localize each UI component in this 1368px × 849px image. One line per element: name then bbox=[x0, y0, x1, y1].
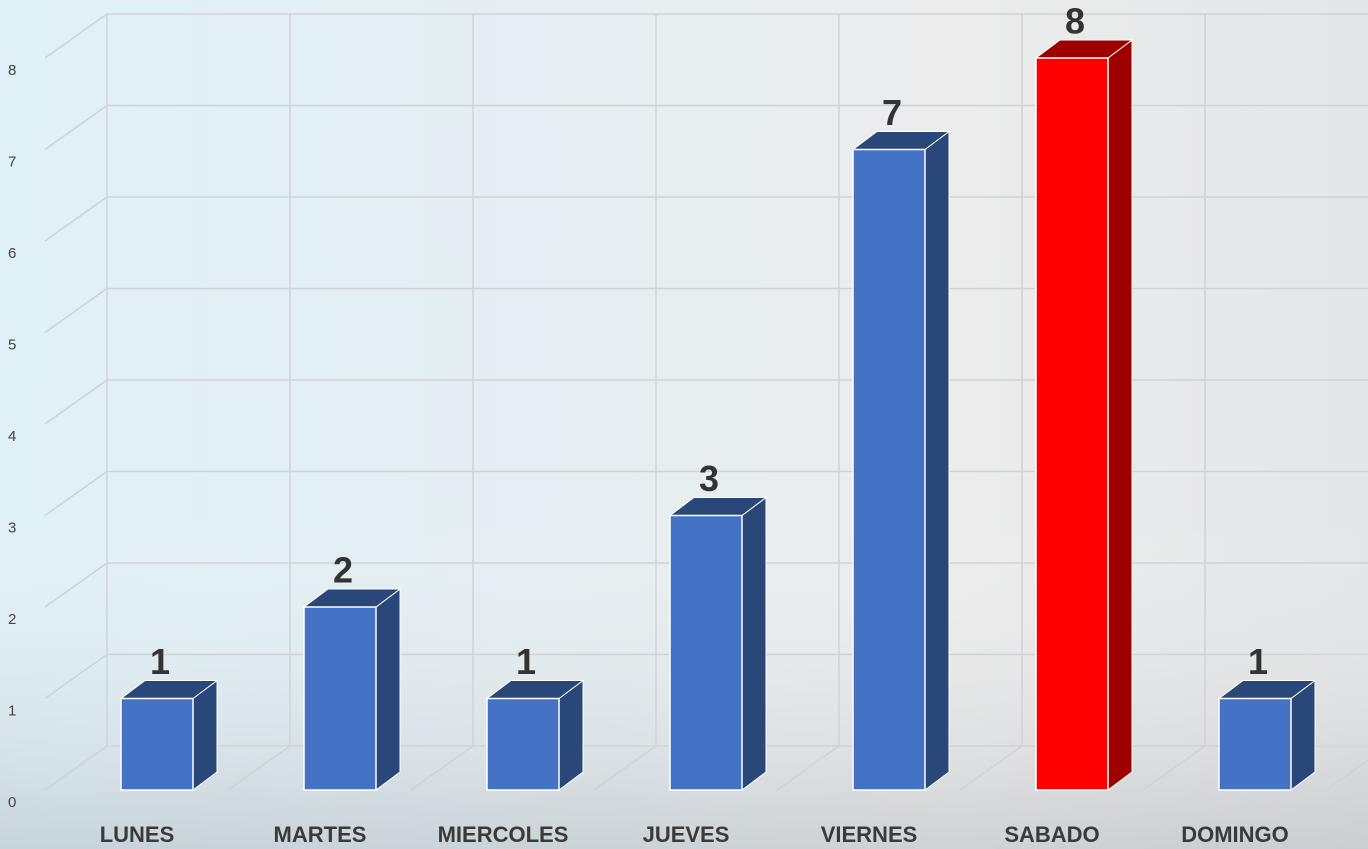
x-tick-label: JUEVES bbox=[643, 822, 730, 847]
bar-side bbox=[741, 496, 767, 791]
bar-side bbox=[558, 679, 584, 791]
y-tick-label: 1 bbox=[8, 702, 16, 719]
y-tick-label: 7 bbox=[8, 153, 16, 170]
bar-side bbox=[375, 588, 401, 791]
bar bbox=[120, 697, 194, 791]
grid-line-side bbox=[44, 379, 108, 425]
bar bbox=[1218, 697, 1292, 791]
y-tick-label: 3 bbox=[8, 519, 16, 536]
floor-line bbox=[1325, 759, 1368, 791]
x-tick-label: SABADO bbox=[1004, 822, 1099, 847]
bar-side bbox=[924, 130, 950, 791]
grid-line-side bbox=[44, 745, 108, 791]
x-tick-label: DOMINGO bbox=[1181, 822, 1289, 847]
floor-line bbox=[410, 745, 474, 791]
y-tick-label: 8 bbox=[8, 62, 16, 79]
grid-line-side bbox=[44, 196, 108, 242]
bar-side bbox=[192, 679, 218, 791]
bar bbox=[852, 148, 926, 791]
data-label: 1 bbox=[516, 641, 536, 682]
plot: LUNES 1 MARTES 2 MIERCOLES 1 JUEVES 3 VIERNES 7 SA… bbox=[100, 1, 1317, 847]
y-tick-label: 2 bbox=[8, 611, 16, 628]
bar bbox=[486, 697, 560, 791]
grid-line-side bbox=[44, 653, 108, 700]
grid-line-side bbox=[44, 287, 108, 334]
y-tick-label: 6 bbox=[8, 245, 16, 262]
floor-line bbox=[593, 745, 657, 791]
data-label: 1 bbox=[150, 641, 170, 682]
grid-line-side bbox=[44, 104, 108, 151]
data-label: 1 bbox=[1248, 641, 1268, 682]
bar bbox=[1035, 57, 1109, 791]
x-tick-label: MIERCOLES bbox=[438, 822, 569, 847]
x-tick-label: VIERNES bbox=[821, 822, 918, 847]
y-tick-label: 5 bbox=[8, 336, 16, 353]
floor-line bbox=[227, 745, 291, 791]
y-tick-label: 4 bbox=[8, 428, 16, 445]
bar bbox=[303, 606, 377, 791]
y-tick-label: 0 bbox=[8, 794, 16, 811]
floor-line bbox=[959, 745, 1023, 791]
bar-side bbox=[1290, 679, 1316, 791]
x-tick-label: MARTES bbox=[274, 822, 367, 847]
bar-side bbox=[1107, 39, 1133, 791]
data-label: 7 bbox=[882, 92, 902, 133]
bar bbox=[669, 514, 743, 791]
grid-line-side bbox=[44, 562, 108, 608]
floor-line bbox=[776, 745, 840, 791]
floor-line bbox=[1142, 745, 1206, 791]
grid-line-side bbox=[44, 13, 108, 59]
x-tick-label: LUNES bbox=[100, 822, 175, 847]
data-label: 2 bbox=[333, 550, 353, 591]
grid-line-side bbox=[44, 470, 108, 517]
data-label: 3 bbox=[699, 458, 719, 499]
data-label: 8 bbox=[1065, 1, 1085, 42]
